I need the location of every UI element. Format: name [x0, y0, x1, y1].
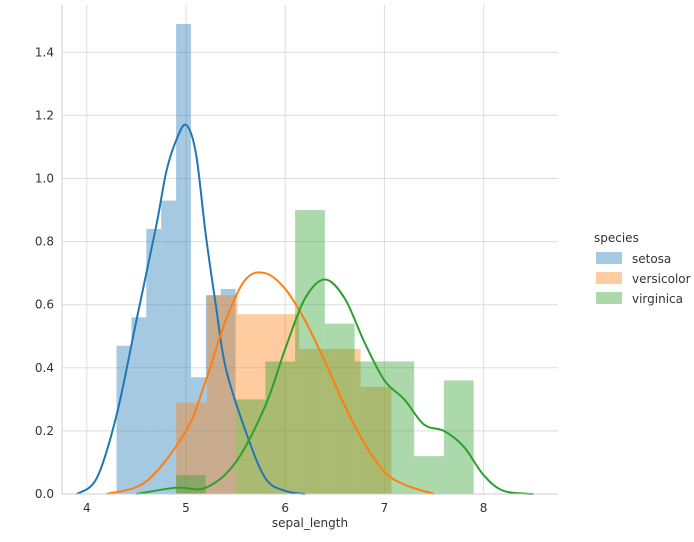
x-tick-label-2: 6 [281, 501, 289, 515]
versicolor-bar-4 [299, 348, 330, 494]
x-tick-label-4: 8 [480, 501, 488, 515]
versicolor-bar-5 [329, 348, 361, 494]
y-tick-label-6: 1.2 [35, 108, 54, 122]
legend-label-setosa: setosa [632, 252, 671, 266]
legend-swatch-versicolor [596, 272, 622, 284]
setosa-bar-3 [161, 200, 177, 494]
y-ticks: 0.0 0.2 0.4 0.6 0.8 1.0 1.2 1.4 [35, 45, 54, 501]
y-tick-label-2: 0.4 [35, 361, 54, 375]
virginica-bar-3 [265, 361, 296, 494]
setosa-kde-line [76, 123, 306, 495]
setosa-bar-4 [176, 23, 191, 495]
versicolor-kde-line [106, 271, 435, 495]
y-tick-label-0: 0.0 [35, 487, 54, 501]
x-axis-label: sepal_length [272, 516, 348, 530]
virginica-bar-6 [354, 361, 385, 494]
axes [61, 5, 558, 495]
y-tick-label-7: 1.4 [35, 45, 54, 59]
versicolor-bar-2 [237, 314, 269, 494]
x-tick-label-3: 7 [381, 501, 389, 515]
legend: species setosa versicolor virginica [594, 231, 691, 306]
virginica-bar-9 [443, 380, 474, 494]
legend-title: species [594, 231, 639, 245]
virginica-bar-7 [384, 361, 415, 494]
y-tick-label-3: 0.6 [35, 298, 54, 312]
kde-curves [76, 123, 534, 495]
legend-swatch-virginica [596, 292, 622, 304]
setosa-bar-2 [146, 228, 162, 495]
virginica-bar-8 [414, 456, 444, 494]
y-tick-label-4: 0.8 [35, 235, 54, 249]
y-tick-label-5: 1.0 [35, 172, 54, 186]
x-ticks: 4 5 6 7 8 [83, 501, 487, 515]
versicolor-bar-3 [268, 314, 300, 494]
legend-items: setosa versicolor virginica [596, 252, 691, 306]
legend-label-virginica: virginica [632, 292, 683, 306]
y-tick-label-1: 0.2 [35, 424, 54, 438]
virginica-kde-line [136, 278, 534, 495]
x-tick-label-1: 5 [182, 501, 190, 515]
legend-label-versicolor: versicolor [632, 272, 691, 286]
setosa-bar-7 [220, 288, 236, 494]
setosa-bar-1 [131, 317, 147, 494]
virginica-bar-5 [324, 323, 355, 494]
setosa-bar-0 [116, 345, 132, 494]
x-tick-label-0: 4 [83, 501, 91, 515]
virginica-bar-0 [176, 475, 206, 494]
versicolor-bar-6 [360, 386, 392, 494]
setosa-bar-5 [190, 377, 206, 494]
legend-swatch-setosa [596, 252, 622, 264]
histogram-bars [116, 23, 474, 495]
